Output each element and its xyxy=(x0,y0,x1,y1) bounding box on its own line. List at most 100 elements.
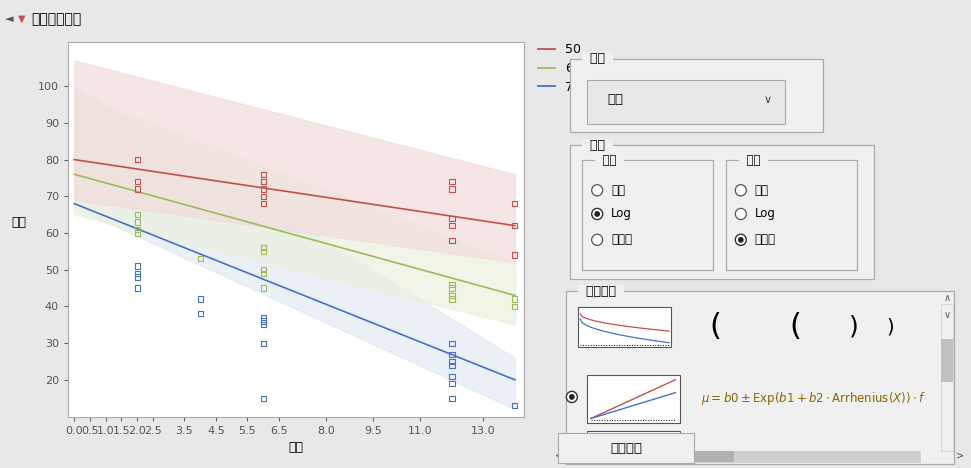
Text: ∨: ∨ xyxy=(764,95,772,105)
Circle shape xyxy=(591,185,603,196)
Point xyxy=(129,185,145,193)
Point xyxy=(129,218,145,226)
Point xyxy=(255,339,271,347)
Bar xyxy=(726,160,857,270)
Text: 变换: 变换 xyxy=(583,139,614,152)
Text: ◄: ◄ xyxy=(5,14,14,24)
Point xyxy=(444,185,459,193)
Bar xyxy=(565,451,921,461)
Bar xyxy=(586,80,786,124)
Point xyxy=(129,178,145,185)
Point xyxy=(129,273,145,281)
Point xyxy=(255,178,271,185)
Text: (: ( xyxy=(789,312,801,341)
Point xyxy=(444,214,459,222)
Point xyxy=(444,395,459,402)
Circle shape xyxy=(738,237,744,243)
Point xyxy=(507,303,522,310)
Point xyxy=(255,266,271,273)
Legend: 50, 60, 70: 50, 60, 70 xyxy=(533,38,586,99)
Text: ): ) xyxy=(887,317,894,336)
Point xyxy=(192,310,208,317)
Point xyxy=(255,185,271,193)
Text: 线性: 线性 xyxy=(754,184,769,197)
Point xyxy=(192,255,208,263)
Text: 平方根: 平方根 xyxy=(611,234,632,246)
Text: Log: Log xyxy=(754,207,776,220)
Point xyxy=(444,380,459,387)
Point xyxy=(255,192,271,200)
Point xyxy=(444,237,459,244)
Point xyxy=(507,295,522,303)
Point xyxy=(507,222,522,229)
Bar xyxy=(570,59,823,132)
Point xyxy=(255,244,271,251)
Text: <: < xyxy=(555,451,563,461)
Point xyxy=(507,200,522,207)
Bar xyxy=(578,307,671,347)
Text: 生成报表: 生成报表 xyxy=(611,442,642,454)
Text: 线性: 线性 xyxy=(611,184,625,197)
Point xyxy=(255,314,271,321)
Circle shape xyxy=(735,234,747,245)
Point xyxy=(255,395,271,402)
Point xyxy=(129,229,145,237)
Circle shape xyxy=(735,208,747,219)
Point xyxy=(129,262,145,270)
Point xyxy=(129,226,145,233)
Point xyxy=(129,156,145,163)
Point xyxy=(255,170,271,178)
Text: 周数: 周数 xyxy=(739,154,768,167)
Circle shape xyxy=(591,234,603,245)
Point xyxy=(129,284,145,292)
Circle shape xyxy=(569,394,575,400)
Point xyxy=(444,284,459,292)
Point xyxy=(444,351,459,358)
Bar xyxy=(586,375,680,423)
Text: >: > xyxy=(956,451,964,461)
Text: 退化数据分析: 退化数据分析 xyxy=(31,12,82,26)
Point xyxy=(255,317,271,325)
Point xyxy=(255,284,271,292)
Point xyxy=(507,251,522,259)
Text: 平方根: 平方根 xyxy=(754,234,776,246)
X-axis label: 周数: 周数 xyxy=(288,441,304,454)
Point xyxy=(129,270,145,277)
Text: 路径定义: 路径定义 xyxy=(578,285,624,298)
Text: ): ) xyxy=(849,315,858,339)
Point xyxy=(444,373,459,380)
Point xyxy=(255,200,271,207)
Bar xyxy=(942,339,954,382)
Bar xyxy=(565,451,734,461)
Bar xyxy=(942,304,954,451)
Bar xyxy=(565,292,954,464)
Point xyxy=(129,211,145,219)
Circle shape xyxy=(735,185,747,196)
Text: ∧: ∧ xyxy=(944,293,952,303)
Point xyxy=(444,361,459,369)
Text: ∨: ∨ xyxy=(944,310,952,320)
Point xyxy=(444,222,459,229)
Point xyxy=(444,358,459,365)
Point xyxy=(444,295,459,303)
Y-axis label: 强度: 强度 xyxy=(11,216,26,229)
Text: $\mu = b0 \pm \mathrm{Exp}\left(b1 + b2 \cdot \mathrm{Arrhenius}\left(X\right)\r: $\mu = b0 \pm \mathrm{Exp}\left(b1 + b2 … xyxy=(701,390,925,407)
Point xyxy=(444,292,459,299)
Bar xyxy=(570,145,874,278)
Text: 强度: 强度 xyxy=(595,154,624,167)
Point xyxy=(507,402,522,409)
Circle shape xyxy=(566,391,578,402)
Text: 分布: 分布 xyxy=(583,52,614,66)
Point xyxy=(255,248,271,255)
Circle shape xyxy=(591,208,603,219)
Point xyxy=(192,295,208,303)
Bar xyxy=(586,431,680,457)
Text: (: ( xyxy=(709,312,721,341)
Point xyxy=(444,281,459,288)
Bar xyxy=(583,160,714,270)
Text: ▼: ▼ xyxy=(17,14,25,24)
Text: 正态: 正态 xyxy=(608,94,623,106)
Text: Log: Log xyxy=(611,207,632,220)
Point xyxy=(255,270,271,277)
Point xyxy=(255,321,271,329)
